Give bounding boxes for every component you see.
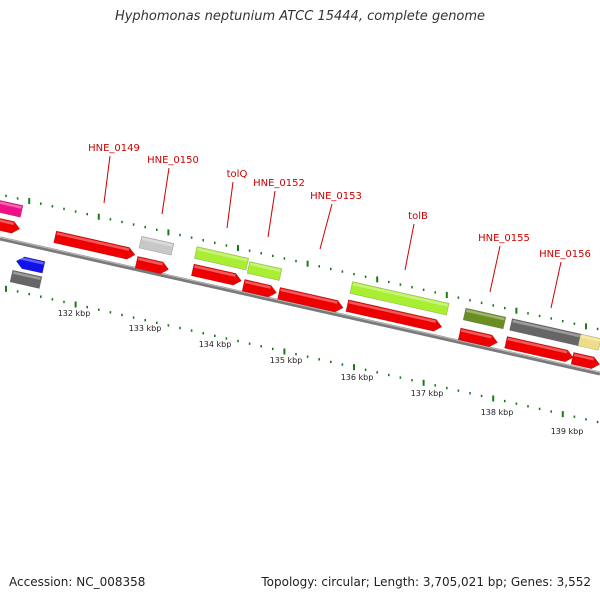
- gene-highlight: [137, 257, 163, 266]
- gene-highlight: [580, 335, 600, 342]
- gene-label-leader: [267, 190, 276, 238]
- gene-label-leader: [319, 203, 333, 250]
- inner-gene: [15, 256, 46, 274]
- tolb-cds-gene: [345, 299, 443, 332]
- gene-highlight: [17, 256, 44, 265]
- gene-highlight: [244, 280, 271, 289]
- gene-highlight: [280, 288, 338, 304]
- outer-gene: [0, 217, 21, 234]
- gene-highlight: [507, 337, 568, 354]
- gene-label: tolQ: [227, 169, 248, 180]
- gene-highlight: [197, 247, 248, 262]
- gene-label-leader: [550, 261, 562, 309]
- gene-label: HNE_0153: [310, 191, 362, 202]
- outer-gene: [0, 199, 24, 218]
- gene-highlight: [348, 300, 437, 323]
- hne-0150-cds-gene: [134, 255, 170, 275]
- gene-highlight: [56, 232, 130, 251]
- genome-backbone: [0, 236, 600, 376]
- map-title: Hyphomonas neptunium ATCC 15444, complet…: [114, 9, 486, 24]
- gene-highlight: [466, 309, 505, 321]
- inner-gene: [9, 269, 43, 289]
- gene-highlight: [573, 353, 594, 361]
- accession-label: Accession: NC_008358: [9, 575, 146, 589]
- hne-0155-cds-gene: [457, 327, 498, 348]
- genome-summary: Topology: circular; Length: 3,705,021 bp…: [261, 575, 591, 589]
- gene-label-leader: [161, 167, 170, 215]
- gene-label-leader: [404, 223, 415, 271]
- kbp-tick-label: 137 kbp: [411, 389, 444, 398]
- kbp-tick-label: 138 kbp: [481, 408, 514, 417]
- gene-label: HNE_0150: [147, 155, 199, 166]
- gene-highlight: [512, 319, 582, 338]
- tolq-cds-gene: [190, 263, 242, 286]
- hne-0152-cds-gene: [241, 279, 278, 298]
- tolb-outer-gene: [349, 281, 450, 316]
- gene-highlight: [0, 201, 22, 209]
- kbp-tick-label: 136 kbp: [341, 373, 374, 382]
- kbp-tick-label: 133 kbp: [129, 324, 162, 333]
- hne-0156-cds-gene: [504, 336, 574, 363]
- tolq-outer-gene: [193, 246, 250, 271]
- gene-label: tolB: [408, 211, 428, 222]
- gene-highlight: [194, 265, 236, 277]
- gene-highlight: [141, 237, 173, 247]
- genome-backbone-highlight: [0, 236, 600, 373]
- kbp-tick-label: 139 kbp: [551, 427, 584, 436]
- kbp-tick-label: 134 kbp: [199, 340, 232, 349]
- hne-0152-outer-gene: [246, 261, 283, 281]
- gene-highlight: [461, 329, 492, 339]
- hne-0155-outer-gene: [462, 307, 507, 330]
- gene-label: HNE_0152: [253, 178, 305, 189]
- gene-label-leader: [226, 181, 234, 229]
- kbp-tick-label: 135 kbp: [270, 356, 303, 365]
- gene-label: HNE_0155: [478, 233, 530, 244]
- outer-gene: [577, 333, 600, 351]
- hne-0150-outer-gene: [138, 235, 175, 256]
- kbp-tick-label: 132 kbp: [58, 309, 91, 318]
- gene-highlight: [12, 271, 41, 280]
- hne-0149-cds-gene: [53, 230, 136, 260]
- gene-label: HNE_0156: [539, 249, 591, 260]
- gene-label-leader: [103, 155, 111, 204]
- gene-label: HNE_0149: [88, 143, 140, 154]
- gene-highlight: [352, 282, 448, 307]
- cds-gene: [570, 352, 600, 370]
- gene-highlight: [249, 262, 281, 272]
- gene-highlight: [0, 219, 14, 225]
- gene-label-leader: [489, 245, 501, 293]
- hne-0153-cds-gene: [277, 287, 344, 313]
